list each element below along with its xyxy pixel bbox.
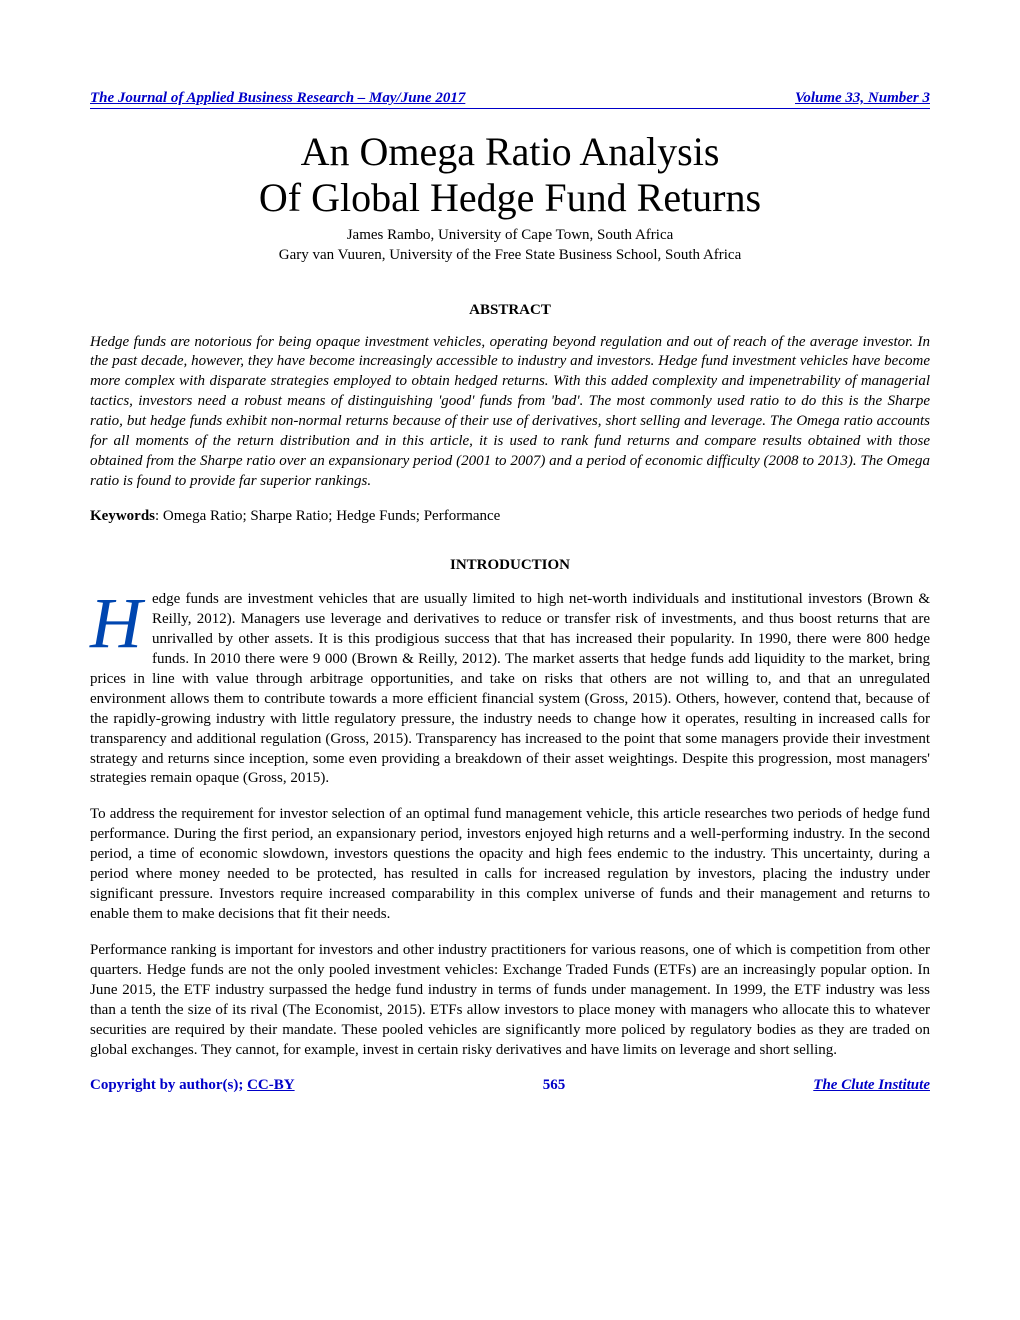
abstract-heading: ABSTRACT xyxy=(90,302,930,319)
title-line-1: An Omega Ratio Analysis xyxy=(301,129,720,174)
intro-paragraph-3: Performance ranking is important for inv… xyxy=(90,941,930,1061)
title-line-2: Of Global Hedge Fund Returns xyxy=(259,175,761,220)
page-header: The Journal of Applied Business Research… xyxy=(90,90,930,109)
para1-text: edge funds are investment vehicles that … xyxy=(90,591,930,786)
ccby-link[interactable]: CC-BY xyxy=(247,1077,295,1093)
article-title: An Omega Ratio Analysis Of Global Hedge … xyxy=(90,129,930,221)
intro-paragraph-1: Hedge funds are investment vehicles that… xyxy=(90,590,930,789)
keywords-label: Keywords xyxy=(90,508,155,524)
copyright-text: Copyright by author(s); xyxy=(90,1077,247,1093)
institute-link[interactable]: The Clute Institute xyxy=(813,1077,930,1094)
authors-block: James Rambo, University of Cape Town, So… xyxy=(90,225,930,266)
author-2: Gary van Vuuren, University of the Free … xyxy=(279,247,742,263)
drop-cap-letter: H xyxy=(90,590,152,650)
introduction-heading: INTRODUCTION xyxy=(90,557,930,574)
volume-link[interactable]: Volume 33, Number 3 xyxy=(795,90,930,107)
intro-paragraph-2: To address the requirement for investor … xyxy=(90,805,930,925)
page-number: 565 xyxy=(543,1077,566,1094)
page-footer: Copyright by author(s); CC-BY 565 The Cl… xyxy=(90,1077,930,1094)
journal-title-link[interactable]: The Journal of Applied Business Research… xyxy=(90,90,465,107)
copyright-notice: Copyright by author(s); CC-BY xyxy=(90,1077,295,1094)
author-1: James Rambo, University of Cape Town, So… xyxy=(347,227,674,243)
keywords-line: Keywords: Omega Ratio; Sharpe Ratio; Hed… xyxy=(90,508,930,525)
keywords-values: : Omega Ratio; Sharpe Ratio; Hedge Funds… xyxy=(155,508,500,524)
abstract-text: Hedge funds are notorious for being opaq… xyxy=(90,333,930,493)
